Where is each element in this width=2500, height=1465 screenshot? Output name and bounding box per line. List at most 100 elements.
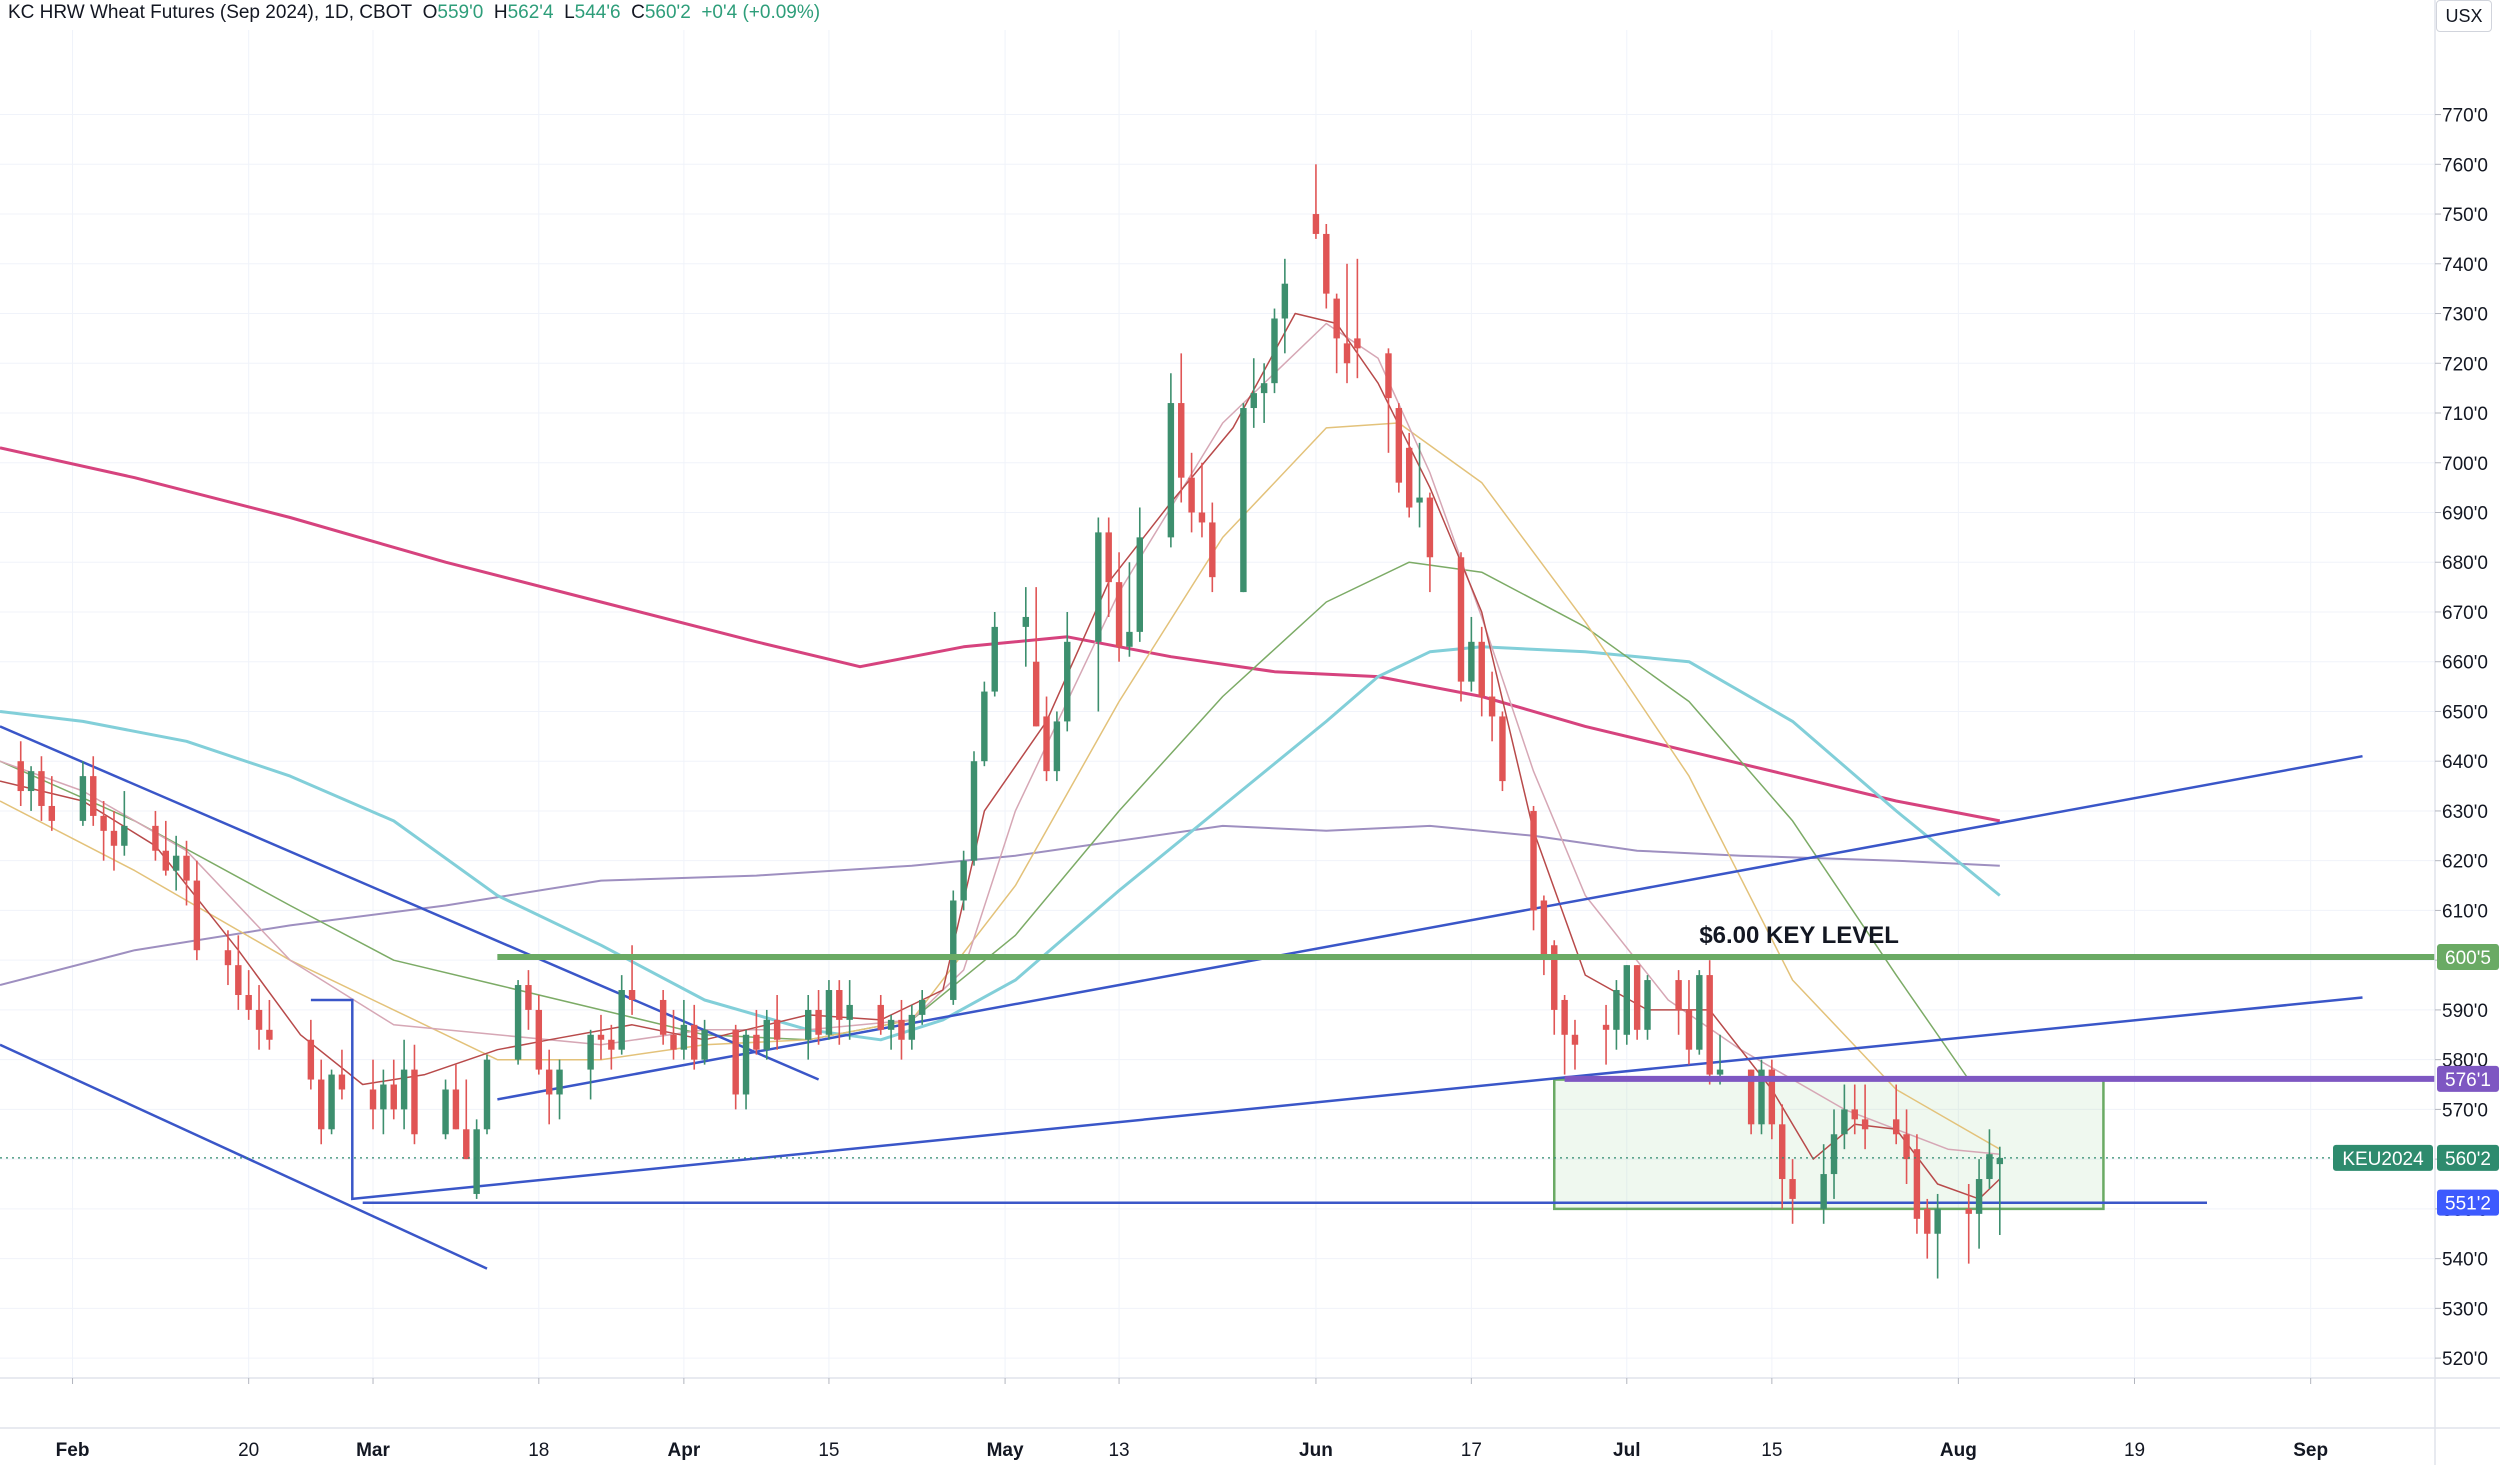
candle: [1706, 960, 1713, 1085]
candle-body: [877, 1004, 884, 1030]
price-tick-label: 740'0: [2442, 255, 2488, 276]
candle-body: [255, 1009, 263, 1030]
price-tick-label: 540'0: [2442, 1250, 2488, 1271]
candle-body: [1633, 965, 1641, 1030]
candle: [1499, 711, 1506, 792]
candle: [1488, 671, 1496, 742]
candle-body: [1830, 1134, 1838, 1175]
candle-body: [1032, 661, 1040, 727]
candle-body: [1188, 477, 1195, 513]
close-value: 560'2: [644, 2, 691, 23]
candle-body: [400, 1069, 408, 1110]
candle-body: [1986, 1154, 1993, 1180]
candle-body: [1240, 408, 1247, 593]
candle-body: [918, 999, 926, 1015]
candle: [110, 810, 118, 871]
price-badge: 551'2: [2437, 1189, 2499, 1216]
candle-body: [162, 850, 169, 871]
candle-body: [1395, 408, 1403, 483]
candle-body: [452, 1089, 460, 1130]
candle: [473, 1119, 480, 1199]
time-tick-label: Feb: [56, 1440, 90, 1461]
candle: [338, 1049, 346, 1100]
candle: [1540, 895, 1548, 976]
candle: [1312, 164, 1320, 239]
candle-body: [338, 1074, 346, 1090]
candle: [1354, 258, 1361, 379]
currency-button[interactable]: USX: [2436, 0, 2492, 32]
candle: [1457, 552, 1465, 702]
candle-body: [1136, 537, 1143, 632]
candle-body: [1095, 532, 1102, 642]
candle: [1830, 1109, 1838, 1199]
candle: [763, 1009, 770, 1060]
candle-body: [442, 1089, 449, 1135]
candle-body: [618, 990, 625, 1050]
price-tick-label: 610'0: [2442, 901, 2488, 922]
candle-body: [48, 805, 56, 821]
candle: [152, 810, 159, 861]
moving-average-line-6: [0, 312, 2001, 1200]
candle-body: [1924, 1208, 1931, 1234]
candle: [960, 850, 967, 911]
candle: [1395, 403, 1403, 493]
time-tick-label: 15: [818, 1440, 839, 1461]
candle-body: [1913, 1149, 1921, 1219]
price-badge-label: 551'2: [2445, 1194, 2491, 1215]
candle: [1623, 965, 1630, 1045]
candle: [1892, 1084, 1900, 1145]
candle: [1820, 1144, 1827, 1224]
price-tick-label: 680'0: [2442, 553, 2488, 574]
candle: [1768, 1059, 1776, 1140]
candle-body: [1209, 522, 1216, 578]
candle: [898, 999, 905, 1060]
candle: [1924, 1198, 1931, 1259]
symbol-legend[interactable]: KC HRW Wheat Futures (Sep 2024), 1D, CBO…: [8, 2, 820, 24]
trendline-2: [310, 996, 2363, 1201]
low-value: 544'6: [574, 2, 621, 23]
candle: [732, 1024, 739, 1110]
candle-body: [1747, 1069, 1755, 1125]
horizontal-levels: [0, 954, 2435, 1159]
candle: [514, 980, 522, 1065]
candle: [1633, 965, 1641, 1040]
time-tick-label: 17: [1461, 1440, 1482, 1461]
candle: [328, 1069, 335, 1135]
candle: [172, 835, 180, 891]
open-label: O: [422, 2, 438, 23]
candle-body: [898, 1019, 905, 1040]
candle: [1126, 562, 1133, 657]
candle: [1861, 1084, 1869, 1150]
candle-body: [1965, 1208, 1972, 1214]
candle: [1675, 970, 1682, 1035]
candle-body: [463, 1129, 470, 1160]
symbol-badge-label: KEU2024: [2342, 1149, 2424, 1170]
moving-average-line-4: [0, 422, 2001, 1150]
candle-body: [960, 860, 967, 901]
candle: [224, 930, 232, 986]
candle-body: [1623, 965, 1630, 1035]
candle-body: [172, 855, 180, 871]
candle: [908, 1004, 916, 1050]
candle-body: [1198, 512, 1206, 523]
candle-body: [1696, 975, 1703, 1050]
candle: [1333, 293, 1340, 374]
candle-body: [1675, 980, 1682, 1010]
candle-body: [380, 1084, 387, 1110]
candle: [255, 985, 263, 1050]
candle-body: [1613, 990, 1620, 1030]
candle-body: [183, 855, 190, 881]
symbol-title: KC HRW Wheat Futures (Sep 2024), 1D, CBO…: [8, 2, 413, 23]
candle: [307, 1019, 315, 1090]
candle: [659, 990, 667, 1045]
candle: [1209, 502, 1216, 593]
candle-body: [608, 1039, 615, 1050]
price-tick-label: 630'0: [2442, 802, 2488, 823]
price-badge-bg: [2437, 944, 2499, 971]
candle-body: [1768, 1069, 1776, 1125]
candle-body: [1551, 945, 1558, 1010]
candle: [556, 1059, 563, 1120]
candle: [545, 1049, 553, 1125]
candle: [318, 1059, 325, 1145]
